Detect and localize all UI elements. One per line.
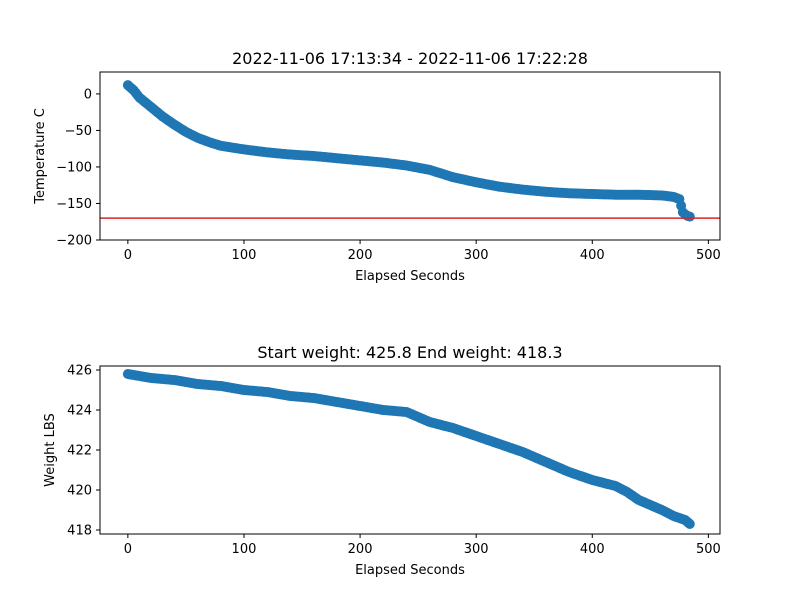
weight-x-ticks: 0 100 200 300 400 500 [124,534,721,557]
weight-x-axis-label: Elapsed Seconds [355,563,465,578]
temperature-x-tick-label: 100 [232,248,257,263]
temperature-data-point [684,211,695,222]
weight-series [122,369,695,529]
weight-data-point [684,519,695,529]
temperature-y-ticks: −200 −150 −100 −50 0 [56,87,100,249]
temperature-y-tick-label: −150 [56,197,92,212]
temperature-y-axis-label: Temperature C [33,108,48,205]
weight-y-tick-label: 426 [67,364,92,379]
temperature-y-tick-label: −100 [56,160,92,175]
weight-x-tick-label: 200 [348,542,373,557]
temperature-x-tick-label: 200 [348,248,373,263]
weight-x-tick-label: 300 [464,542,489,557]
weight-x-tick-label: 500 [696,542,721,557]
temperature-x-tick-label: 300 [464,248,489,263]
weight-plot-frame [99,365,721,535]
weight-y-tick-label: 424 [67,404,92,419]
weight-x-tick-label: 0 [124,542,132,557]
temperature-x-tick-label: 0 [124,248,132,263]
temperature-plot-frame [99,71,721,241]
weight-y-tick-label: 418 [67,524,92,539]
weight-x-tick-label: 100 [232,542,257,557]
temperature-chart: 2022-11-06 17:13:34 - 2022-11-06 17:22:2… [33,49,721,284]
weight-y-tick-label: 420 [67,484,92,499]
temperature-y-tick-label: −200 [56,234,92,249]
temperature-chart-title: 2022-11-06 17:13:34 - 2022-11-06 17:22:2… [232,49,588,68]
weight-y-ticks: 418 420 422 424 426 [67,364,100,539]
weight-y-tick-label: 422 [67,444,92,459]
weight-chart: Start weight: 425.8 End weight: 418.3 El… [43,343,721,578]
temperature-x-ticks: 0 100 200 300 400 500 [124,240,721,263]
weight-y-axis-label: Weight LBS [43,413,58,487]
temperature-x-tick-label: 400 [580,248,605,263]
weight-x-tick-label: 400 [580,542,605,557]
temperature-x-axis-label: Elapsed Seconds [355,269,465,284]
temperature-series [122,80,695,222]
weight-chart-title: Start weight: 425.8 End weight: 418.3 [257,343,562,362]
temperature-y-tick-label: −50 [65,124,92,139]
temperature-y-tick-label: 0 [84,87,92,102]
temperature-x-tick-label: 500 [696,248,721,263]
